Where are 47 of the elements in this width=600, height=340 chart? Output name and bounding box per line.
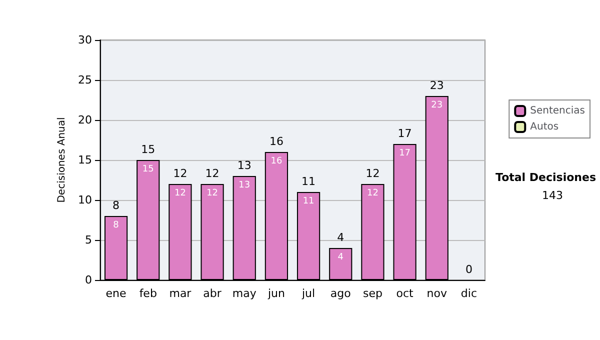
y-tick-label: 10	[78, 194, 92, 206]
data-label: 11	[302, 196, 314, 206]
x-tick-label: feb	[139, 287, 157, 300]
total-label: 12	[205, 167, 220, 180]
data-label: 13	[238, 180, 250, 190]
data-label: 16	[270, 156, 282, 166]
total-label: 11	[302, 175, 316, 188]
data-label: 8	[113, 220, 120, 230]
total-label: 13	[237, 159, 252, 172]
total-label: 16	[269, 135, 284, 148]
x-tick-label: jul	[300, 287, 316, 300]
y-tick-label: 25	[78, 74, 92, 86]
total-label: 12	[173, 167, 188, 180]
x-tick-label: mar	[169, 287, 192, 300]
data-label: 15	[142, 164, 154, 174]
total-label: 0	[465, 263, 472, 276]
y-axis-title: Decisiones Anual	[56, 117, 68, 203]
legend-label: Sentencias	[530, 106, 586, 116]
x-tick-label: jun	[266, 287, 285, 300]
total-label: 15	[141, 143, 156, 156]
data-label: 4	[338, 252, 344, 262]
data-label: 17	[399, 148, 411, 158]
x-tick-label: dic	[460, 287, 478, 300]
data-label: 12	[366, 188, 378, 198]
x-tick-label: ago	[330, 287, 352, 300]
x-tick-label: sep	[362, 287, 382, 300]
y-tick-label: 30	[78, 34, 92, 46]
total-label: 23	[430, 79, 444, 92]
y-tick-label: 15	[78, 154, 92, 166]
total-label: 4	[337, 231, 344, 244]
total-label: 17	[398, 127, 412, 140]
x-tick-label: abr	[203, 287, 222, 300]
text: Total Decisiones	[496, 171, 596, 184]
y-tick-label: 5	[85, 234, 92, 246]
x-tick-label: may	[232, 287, 257, 300]
y-tick-label: 20	[78, 114, 92, 126]
legend-label: Autos	[530, 122, 559, 132]
text: 143	[542, 189, 564, 202]
data-label: 12	[174, 188, 186, 198]
y-tick-label: 0	[85, 274, 92, 286]
x-tick-label: oct	[396, 287, 414, 300]
data-label: 12	[206, 188, 218, 198]
total-label: 12	[366, 167, 380, 180]
x-tick-label: ene	[106, 287, 127, 300]
data-label: 23	[431, 100, 443, 110]
x-tick-label: nov	[426, 287, 448, 300]
total-label: 8	[112, 199, 120, 212]
